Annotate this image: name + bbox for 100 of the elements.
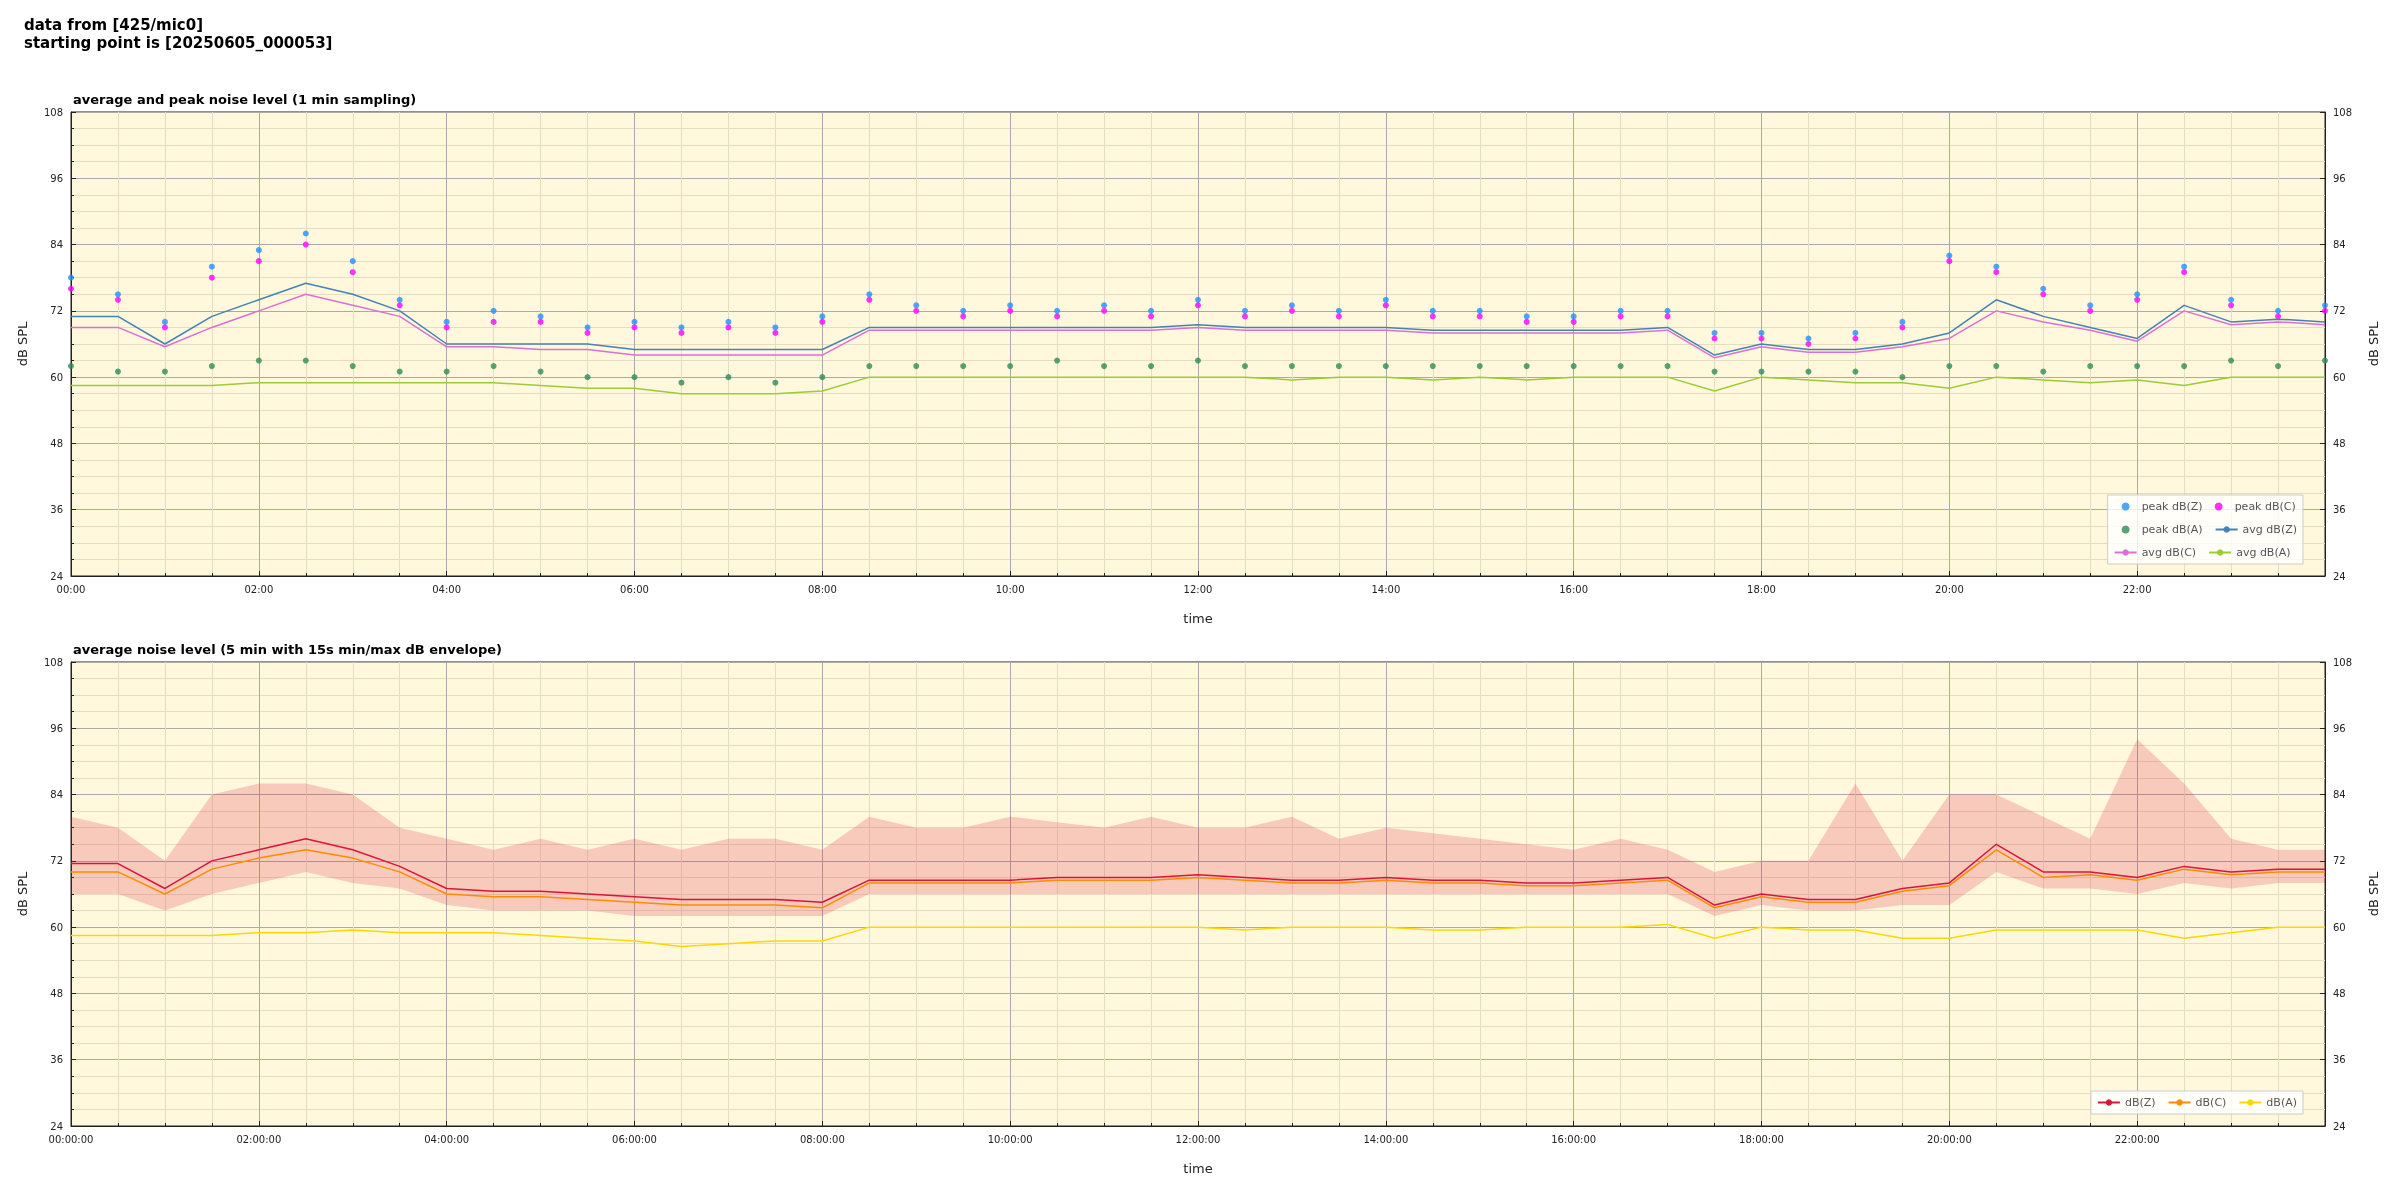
point bbox=[819, 374, 826, 381]
point bbox=[1805, 335, 1812, 342]
x-tick-label: 10:00:00 bbox=[987, 1133, 1033, 1145]
point bbox=[2087, 307, 2094, 314]
point bbox=[866, 291, 873, 298]
point bbox=[1617, 307, 1624, 314]
x-tick-label: 00:00:00 bbox=[48, 1133, 94, 1145]
point bbox=[584, 324, 591, 331]
x-tick-label: 22:00:00 bbox=[2114, 1133, 2160, 1145]
y-tick-label: 36 bbox=[50, 504, 63, 516]
point bbox=[349, 269, 356, 276]
point bbox=[1570, 313, 1577, 320]
point bbox=[2040, 291, 2047, 298]
point bbox=[1241, 313, 1248, 320]
legend-label: avg dB(Z) bbox=[2242, 523, 2298, 536]
line-series bbox=[70, 838, 2326, 906]
point bbox=[1288, 302, 1295, 309]
point bbox=[114, 296, 121, 303]
x-tick-label: 06:00:00 bbox=[612, 1133, 657, 1145]
point bbox=[2040, 285, 2047, 292]
point bbox=[1993, 269, 2000, 276]
y-axis-title: dB SPL bbox=[15, 870, 30, 917]
x-tick-label: 08:00 bbox=[807, 583, 837, 595]
point bbox=[725, 374, 732, 381]
point bbox=[396, 368, 403, 375]
chart-title: average and peak noise level (1 min sampling) bbox=[73, 92, 417, 107]
y-tick-label: 36 bbox=[50, 1054, 63, 1066]
point bbox=[1054, 357, 1061, 364]
line-series bbox=[70, 923, 2326, 948]
y2-tick-label: 96 bbox=[2333, 722, 2346, 734]
y2-tick-label: 24 bbox=[2333, 1120, 2346, 1132]
point bbox=[302, 241, 309, 248]
x-tick-label: 18:00 bbox=[1747, 583, 1776, 595]
point bbox=[396, 302, 403, 309]
y-tick-label: 48 bbox=[50, 987, 63, 999]
x-axis-title: time bbox=[1183, 611, 1213, 626]
point bbox=[68, 363, 74, 370]
legend-label: dB(A) bbox=[2266, 1096, 2297, 1109]
x-tick-label: 16:00 bbox=[1559, 583, 1589, 595]
y2-tick-label: 60 bbox=[2333, 921, 2346, 933]
y-tick-label: 108 bbox=[43, 656, 63, 668]
point bbox=[819, 313, 826, 320]
y-tick-label: 72 bbox=[50, 855, 63, 867]
line-series bbox=[70, 849, 2326, 909]
point bbox=[1805, 368, 1812, 375]
point bbox=[2322, 302, 2328, 309]
point bbox=[1241, 363, 1248, 370]
point bbox=[208, 263, 215, 270]
point bbox=[537, 368, 544, 375]
point bbox=[255, 258, 262, 265]
legend-label: avg dB(A) bbox=[2236, 546, 2291, 559]
point bbox=[349, 363, 356, 370]
point bbox=[443, 324, 450, 331]
y-tick-label: 96 bbox=[50, 722, 63, 734]
point bbox=[1617, 313, 1624, 320]
point bbox=[208, 363, 215, 370]
x-axis-title: time bbox=[1183, 1161, 1213, 1176]
point bbox=[490, 307, 497, 314]
x-tick-label: 04:00:00 bbox=[424, 1133, 470, 1145]
y2-tick-label: 84 bbox=[2333, 239, 2346, 251]
point bbox=[2275, 363, 2282, 370]
point bbox=[1148, 313, 1155, 320]
y2-axis-title: dB SPL bbox=[2366, 870, 2381, 917]
point bbox=[161, 318, 168, 325]
point bbox=[443, 318, 450, 325]
point bbox=[161, 368, 168, 375]
x-tick-label: 02:00 bbox=[244, 583, 274, 595]
point bbox=[631, 324, 638, 331]
x-tick-label: 10:00 bbox=[995, 583, 1025, 595]
point bbox=[1664, 313, 1671, 320]
y2-tick-label: 24 bbox=[2333, 570, 2346, 582]
point bbox=[631, 374, 638, 381]
x-tick-label: 20:00 bbox=[1934, 583, 1964, 595]
x-tick-label: 16:00:00 bbox=[1551, 1133, 1597, 1145]
point bbox=[1101, 302, 1108, 309]
point bbox=[2228, 357, 2235, 364]
y-tick-label: 60 bbox=[50, 921, 63, 933]
point bbox=[1570, 318, 1577, 325]
point bbox=[1476, 307, 1483, 314]
point bbox=[68, 285, 74, 292]
line-series bbox=[70, 376, 2326, 395]
point bbox=[960, 313, 967, 320]
point bbox=[2181, 269, 2188, 276]
legend-label: peak dB(A) bbox=[2141, 523, 2203, 536]
point bbox=[2228, 296, 2235, 303]
point bbox=[1429, 363, 1436, 370]
point bbox=[1429, 307, 1436, 314]
point bbox=[1946, 258, 1953, 265]
point bbox=[2134, 291, 2141, 298]
text: starting point is [20250605_000053] bbox=[24, 34, 334, 52]
point bbox=[1101, 307, 1108, 314]
point bbox=[678, 329, 685, 336]
point bbox=[866, 363, 873, 370]
point bbox=[490, 363, 497, 370]
y-tick-label: 96 bbox=[50, 172, 63, 184]
x-tick-label: 12:00 bbox=[1183, 583, 1213, 595]
point bbox=[678, 324, 685, 331]
point bbox=[1570, 363, 1577, 370]
x-tick-label: 06:00 bbox=[620, 583, 649, 595]
x-tick-label: 12:00:00 bbox=[1175, 1133, 1221, 1145]
